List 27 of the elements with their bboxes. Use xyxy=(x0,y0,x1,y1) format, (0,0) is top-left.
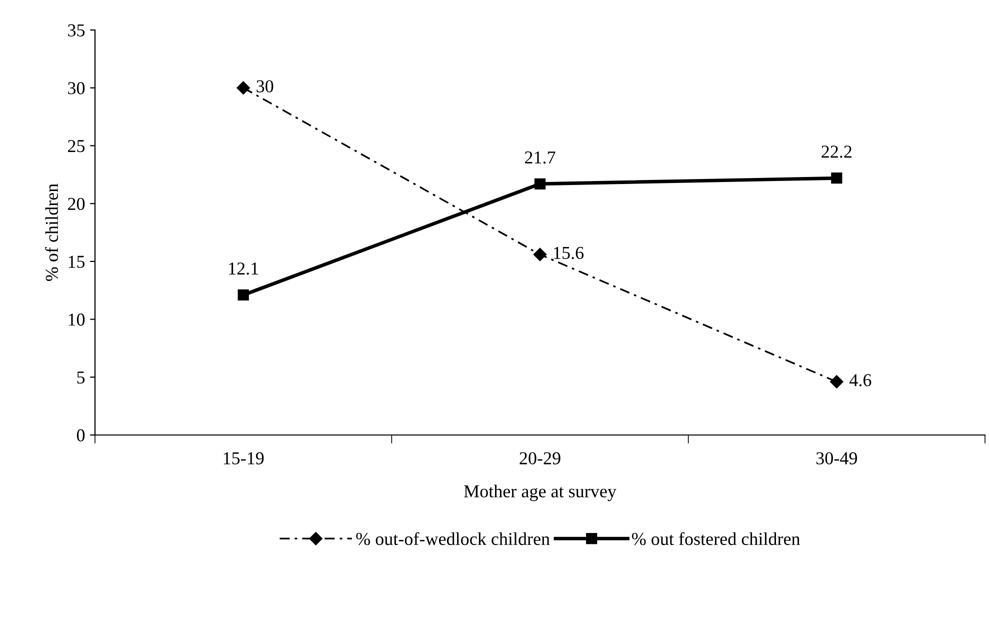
point xyxy=(238,289,249,301)
x-tick-label: 15-19 xyxy=(224,452,264,464)
point xyxy=(533,248,547,262)
data-label: 21.7 xyxy=(524,151,556,164)
data-label: 15.6 xyxy=(554,246,584,260)
y-tick-label: 20 xyxy=(68,198,85,210)
x-tick-label: 30-49 xyxy=(816,452,857,464)
point xyxy=(236,81,250,94)
point xyxy=(534,178,546,190)
y-axis-title: % of children xyxy=(45,184,58,282)
legend-label: % out-of-wedlock children xyxy=(356,532,550,546)
data-label: 12.1 xyxy=(229,262,258,275)
legend-label: % out fostered children xyxy=(632,532,800,546)
x-axis-title: Mother age at survey xyxy=(464,484,616,502)
data-label: 4.6 xyxy=(850,374,872,386)
data-label: 30 xyxy=(256,80,274,92)
point xyxy=(830,375,844,388)
y-tick-label: 0 xyxy=(76,429,85,442)
data-label: 22.2 xyxy=(822,146,852,158)
x-tick-label: 20-29 xyxy=(520,452,560,464)
y-tick-label: 25 xyxy=(68,140,85,152)
point xyxy=(831,172,842,184)
y-tick-label: 30 xyxy=(68,82,85,94)
y-tick-label: 15 xyxy=(68,256,85,268)
y-tick-label: 10 xyxy=(68,314,85,326)
y-tick-label: 35 xyxy=(68,24,85,36)
y-tick-label: 5 xyxy=(77,372,85,384)
